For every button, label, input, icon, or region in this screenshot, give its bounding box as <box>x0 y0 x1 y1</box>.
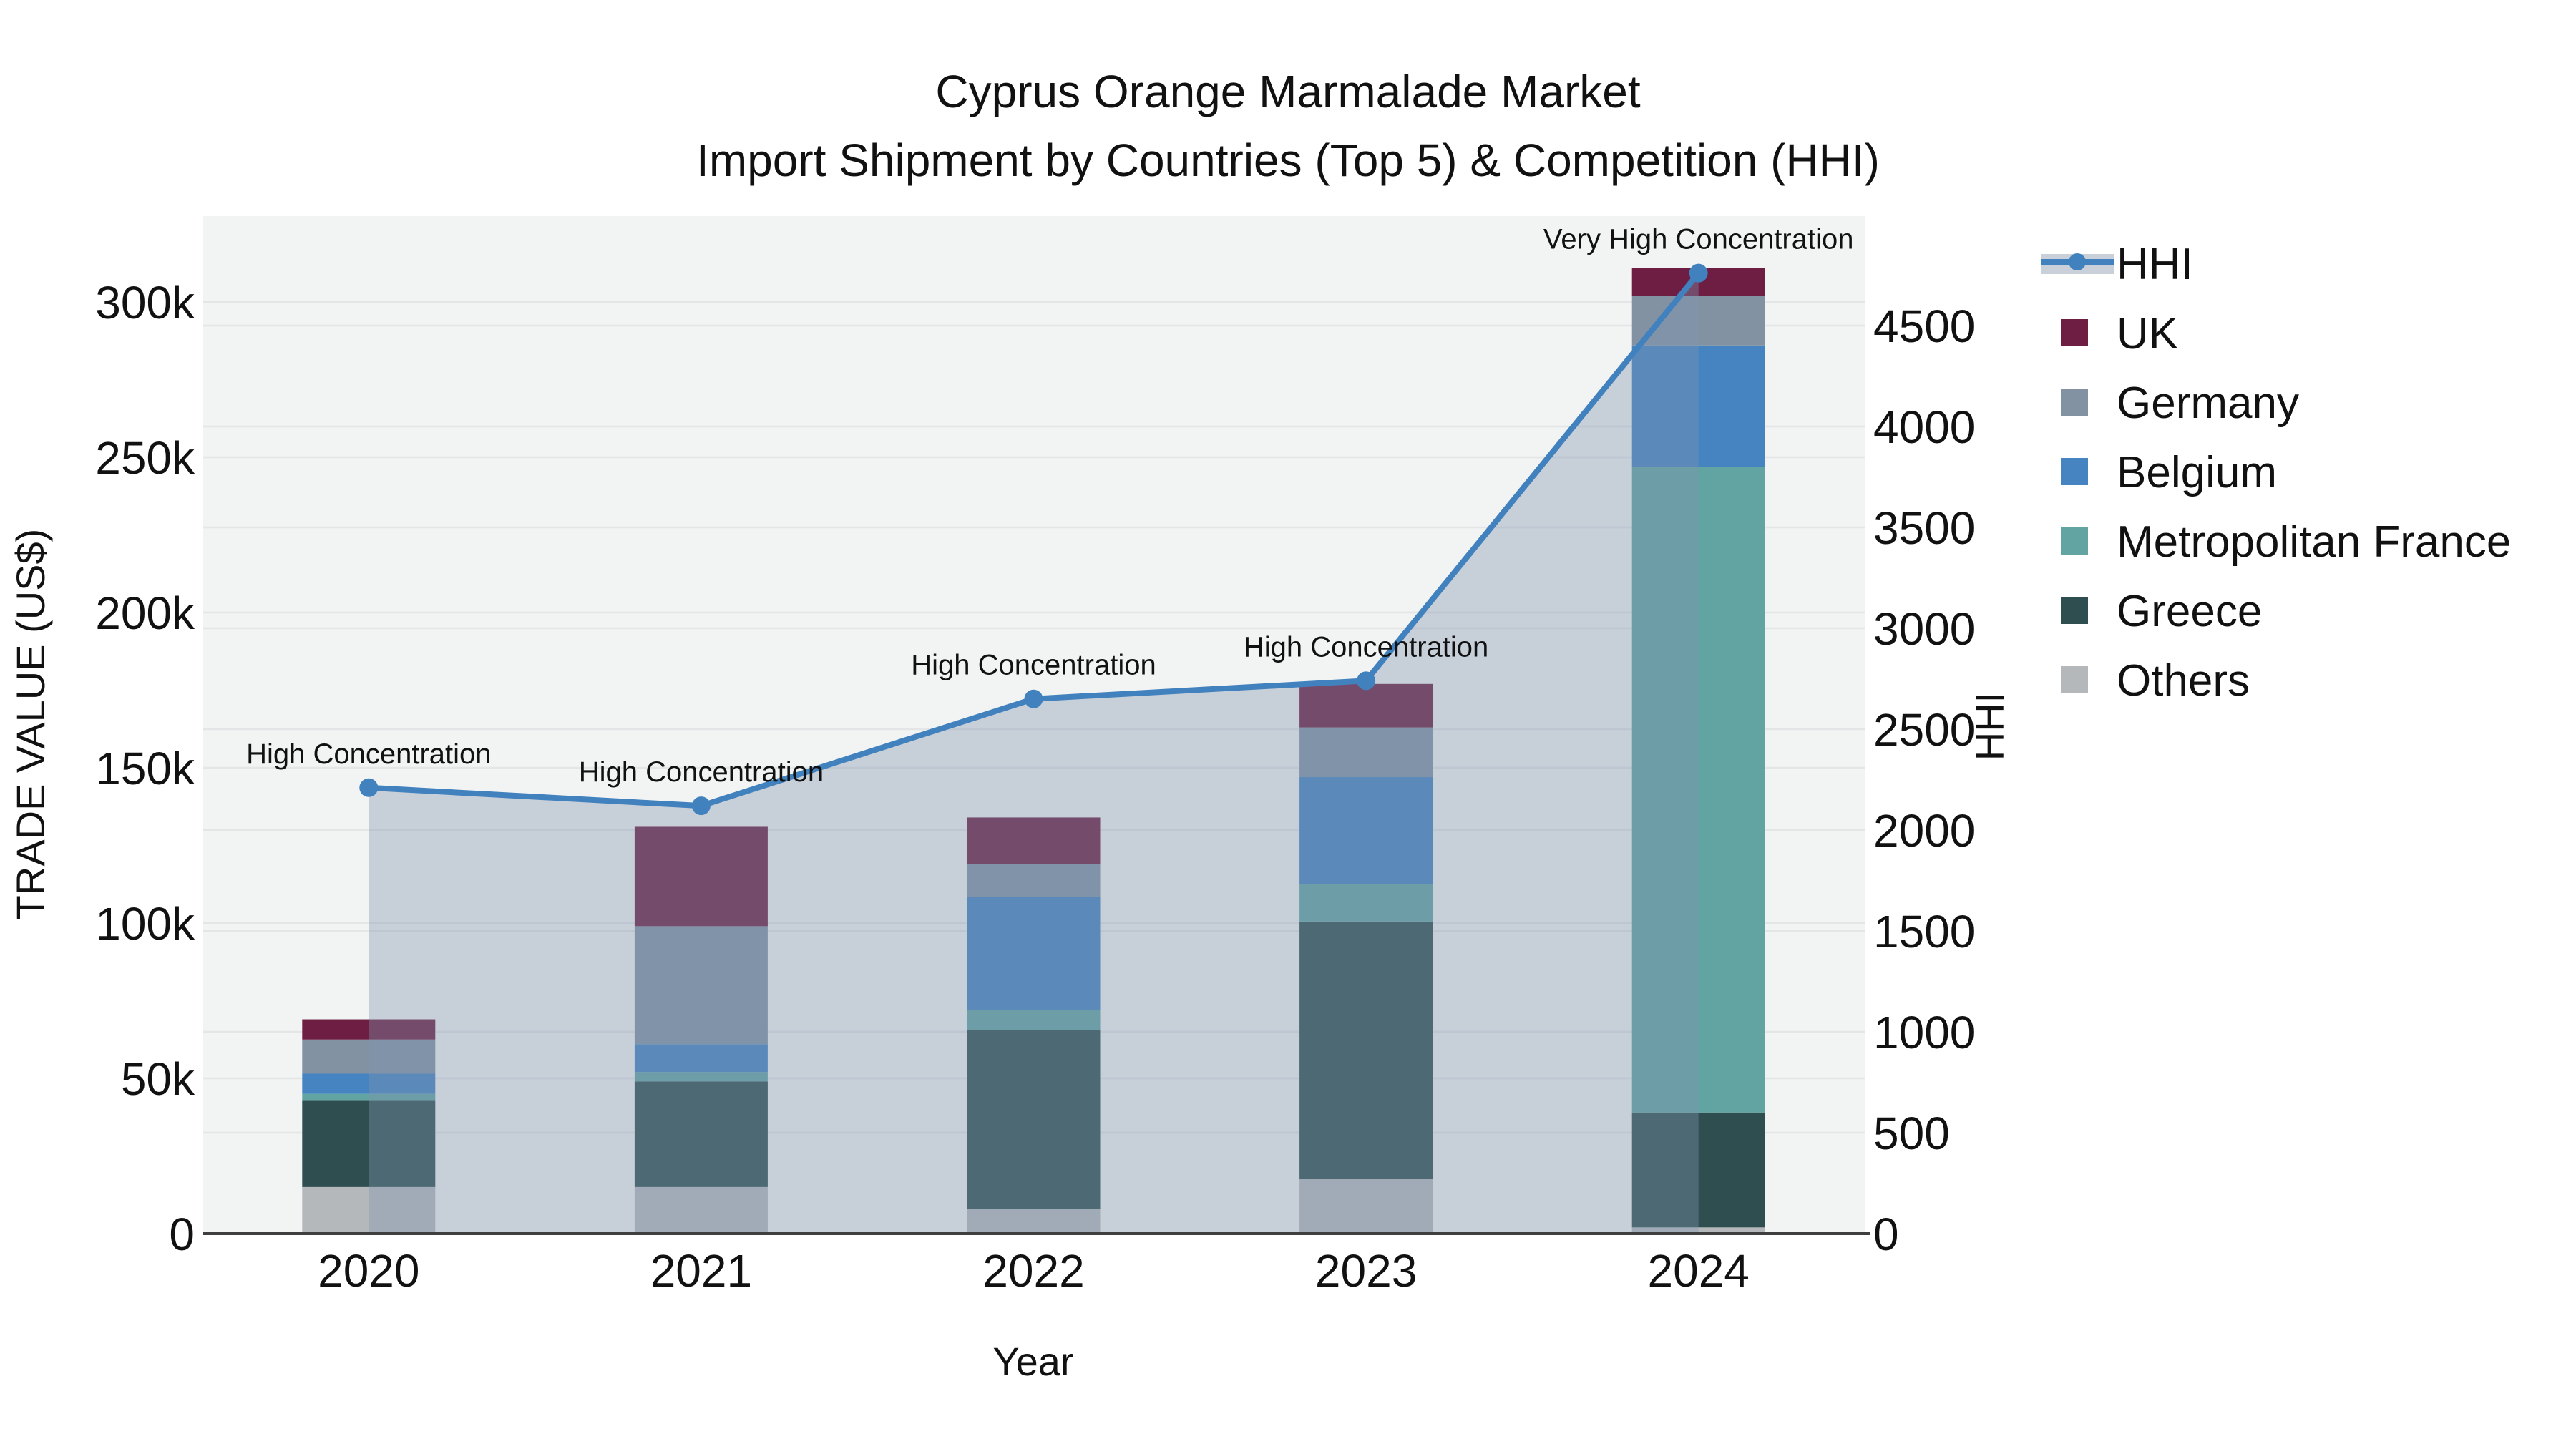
bar-segment-metropolitan-france-2023[interactable] <box>1299 884 1433 922</box>
legend-hhi-marker-sample <box>2069 253 2086 270</box>
legend-label-hhi: HHI <box>2117 240 2193 289</box>
legend-item-uk[interactable]: UK <box>2061 309 2178 358</box>
y-right-axis-title: HHI <box>1967 692 2012 761</box>
bar-segment-others-2024[interactable] <box>1631 1227 1765 1234</box>
bar-segment-metropolitan-france-2021[interactable] <box>634 1072 768 1082</box>
y-left-tick-300k: 300k <box>95 277 195 328</box>
bar-segment-uk-2021[interactable] <box>634 826 768 927</box>
bar-segment-metropolitan-france-2020[interactable] <box>302 1093 436 1101</box>
bar-segment-germany-2020[interactable] <box>302 1039 436 1074</box>
y-left-tick-200k: 200k <box>95 587 195 639</box>
y-left-tick-150k: 150k <box>95 743 195 794</box>
y-right-tick-3000: 3000 <box>1873 603 1975 655</box>
bar-segment-belgium-2024[interactable] <box>1631 345 1765 467</box>
legend-swatch-greece <box>2061 597 2088 624</box>
legend-label-greece: Greece <box>2117 587 2262 636</box>
hhi-marker-2023[interactable] <box>1357 671 1376 691</box>
bar-segment-belgium-2020[interactable] <box>302 1073 436 1094</box>
annotation-2021: High Concentration <box>579 756 824 788</box>
hhi-line-layer <box>359 263 1708 816</box>
legend: HHI UK Germany Belgium Metropolitan France Gr… <box>2041 240 2511 706</box>
legend-swatch-metropolitan-france <box>2061 527 2088 555</box>
legend-item-germany[interactable]: Germany <box>2061 379 2299 428</box>
y-left-tick-100k: 100k <box>95 898 195 950</box>
bar-segment-belgium-2022[interactable] <box>967 897 1101 1010</box>
y-right-tick-1500: 1500 <box>1873 906 1975 957</box>
bar-segment-uk-2022[interactable] <box>967 817 1101 864</box>
y-left-tick-250k: 250k <box>95 432 195 484</box>
bar-segment-others-2021[interactable] <box>634 1186 768 1234</box>
legend-swatch-germany <box>2061 389 2088 416</box>
x-tick-2024: 2024 <box>1648 1245 1750 1297</box>
bars-layer <box>302 268 1765 1234</box>
x-tick-2023: 2023 <box>1315 1245 1417 1297</box>
x-tick-2021: 2021 <box>650 1245 752 1297</box>
y-right-tick-0: 0 <box>1873 1209 1899 1260</box>
bar-segment-uk-2020[interactable] <box>302 1019 436 1040</box>
bar-segment-germany-2021[interactable] <box>634 926 768 1045</box>
tick-labels-layer: 0 50k 100k 150k 200k 250k 300k 0 500 1000 1500 2000… <box>95 277 1975 1297</box>
legend-item-hhi[interactable]: HHI <box>2041 240 2193 289</box>
annotation-2020: High Concentration <box>246 738 491 770</box>
y-right-tick-4500: 4500 <box>1873 301 1975 352</box>
annotations-layer: High Concentration High Concentration High… <box>246 224 1853 788</box>
bar-segment-greece-2023[interactable] <box>1299 921 1433 1180</box>
hhi-marker-2020[interactable] <box>359 778 379 797</box>
bar-segment-germany-2023[interactable] <box>1299 727 1433 778</box>
bar-segment-metropolitan-france-2024[interactable] <box>1631 467 1765 1113</box>
bar-segment-others-2022[interactable] <box>967 1209 1101 1234</box>
x-tick-2022: 2022 <box>982 1245 1084 1297</box>
bar-segment-belgium-2021[interactable] <box>634 1044 768 1073</box>
y-left-axis-title: TRADE VALUE (US$) <box>8 529 53 920</box>
y-right-tick-500: 500 <box>1873 1108 1950 1159</box>
y-left-tick-0: 0 <box>169 1209 195 1260</box>
bar-segment-germany-2024[interactable] <box>1631 296 1765 346</box>
legend-item-belgium[interactable]: Belgium <box>2061 448 2277 497</box>
annotation-2024: Very High Concentration <box>1543 224 1854 255</box>
bar-segment-greece-2021[interactable] <box>634 1081 768 1187</box>
legend-swatch-belgium <box>2061 458 2088 485</box>
y-right-tick-4000: 4000 <box>1873 401 1975 453</box>
legend-item-greece[interactable]: Greece <box>2061 587 2262 636</box>
annotation-2022: High Concentration <box>911 650 1156 681</box>
hhi-area-fill <box>369 273 1699 1234</box>
x-tick-2020: 2020 <box>318 1245 419 1297</box>
bar-segment-greece-2024[interactable] <box>1631 1112 1765 1228</box>
bar-segment-uk-2023[interactable] <box>1299 683 1433 728</box>
bar-segment-greece-2022[interactable] <box>967 1030 1101 1209</box>
legend-swatch-others <box>2061 666 2088 693</box>
hhi-marker-2024[interactable] <box>1689 263 1708 283</box>
annotation-2023: High Concentration <box>1244 631 1488 663</box>
legend-label-others: Others <box>2117 656 2250 706</box>
chart-title-line2: Import Shipment by Countries (Top 5) & C… <box>696 135 1880 186</box>
hhi-marker-2022[interactable] <box>1024 689 1043 708</box>
legend-label-metropolitan-france: Metropolitan France <box>2117 517 2511 567</box>
x-axis-title: Year <box>992 1339 1073 1384</box>
hhi-area-layer <box>369 273 1699 1234</box>
legend-swatch-uk <box>2061 319 2088 346</box>
legend-label-belgium: Belgium <box>2117 448 2277 497</box>
legend-item-metropolitan-france[interactable]: Metropolitan France <box>2061 517 2511 567</box>
bar-segment-others-2023[interactable] <box>1299 1179 1433 1234</box>
bar-segment-others-2020[interactable] <box>302 1186 436 1234</box>
legend-item-others[interactable]: Others <box>2061 656 2250 706</box>
legend-label-germany: Germany <box>2117 379 2299 428</box>
y-right-tick-1000: 1000 <box>1873 1007 1975 1058</box>
legend-label-uk: UK <box>2117 309 2178 358</box>
chart-title-line1: Cyprus Orange Marmalade Market <box>935 66 1640 117</box>
y-right-tick-3500: 3500 <box>1873 502 1975 554</box>
bar-segment-greece-2020[interactable] <box>302 1100 436 1187</box>
y-right-tick-2500: 2500 <box>1873 704 1975 756</box>
bar-segment-belgium-2023[interactable] <box>1299 777 1433 884</box>
hhi-marker-2021[interactable] <box>691 796 711 816</box>
y-right-tick-2000: 2000 <box>1873 805 1975 857</box>
bar-segment-metropolitan-france-2022[interactable] <box>967 1010 1101 1030</box>
y-left-tick-50k: 50k <box>121 1053 195 1105</box>
bar-segment-germany-2022[interactable] <box>967 864 1101 897</box>
